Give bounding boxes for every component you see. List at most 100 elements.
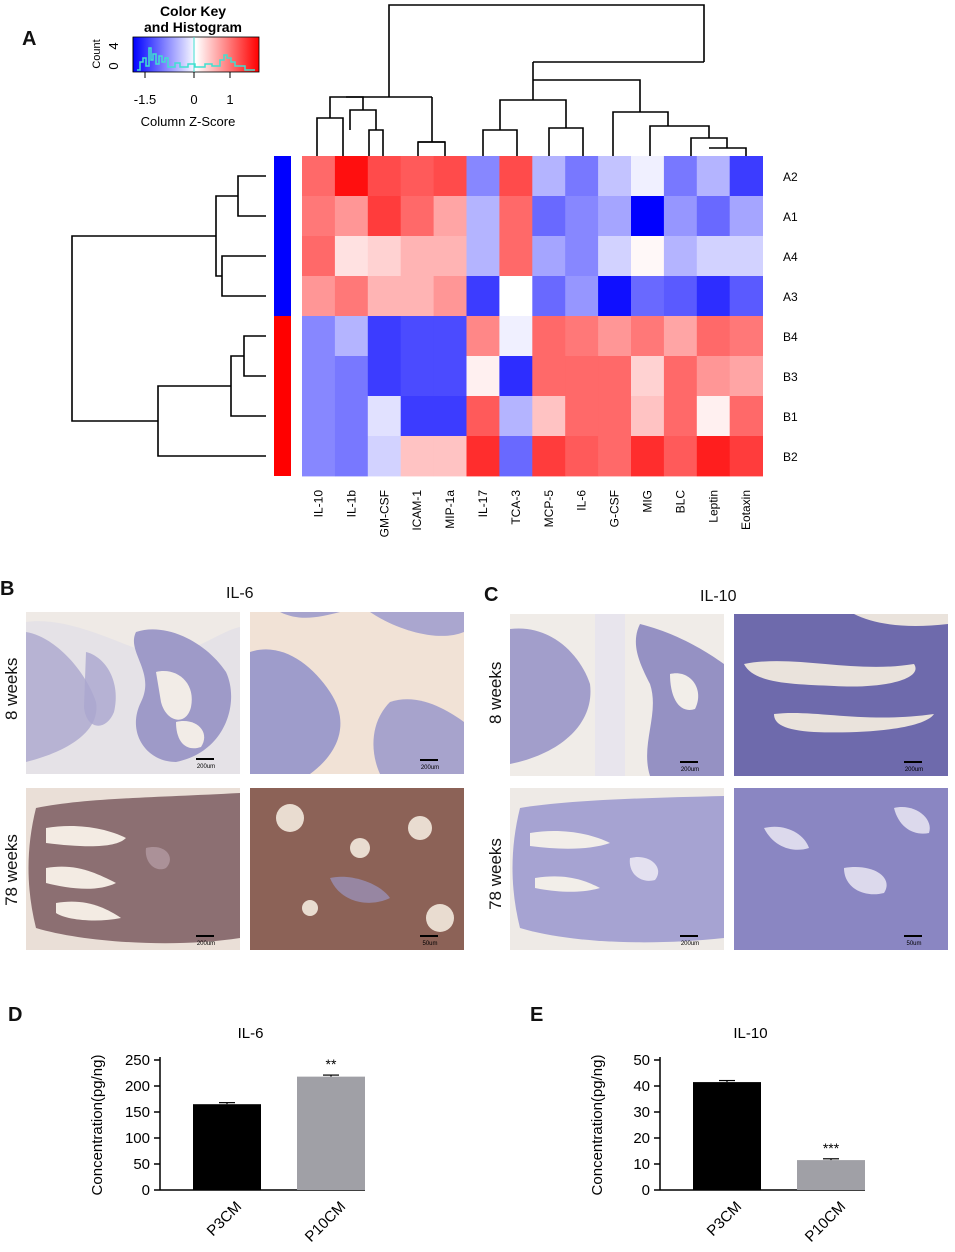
micrograph-il10-8wk-low: 200um bbox=[510, 614, 724, 776]
color-key-histogram bbox=[137, 47, 255, 71]
heatmap-cell bbox=[466, 276, 500, 317]
heatmap-cell bbox=[400, 316, 434, 357]
heatmap-cell bbox=[598, 396, 632, 437]
x-tick-label: P3CM bbox=[704, 1198, 745, 1239]
micrograph-il10-78wk-high: 50um bbox=[734, 788, 948, 950]
heatmap-cell bbox=[499, 236, 533, 277]
heatmap-cell bbox=[433, 436, 467, 477]
heatmap-cell bbox=[631, 436, 665, 477]
heatmap-cell bbox=[663, 196, 698, 237]
heatmap-cell bbox=[598, 356, 632, 397]
scale-label: 200um bbox=[681, 767, 699, 773]
row-dendrogram bbox=[71, 175, 266, 457]
heatmap-column-label: MIG bbox=[640, 490, 654, 513]
row-label-8-weeks: 8 weeks bbox=[2, 657, 21, 720]
heatmap-cell bbox=[302, 436, 336, 477]
heatmap-column-label: IL-17 bbox=[476, 490, 490, 518]
heatmap-cell bbox=[367, 356, 402, 397]
heatmap-cell bbox=[367, 396, 402, 437]
row-group-segment bbox=[274, 156, 291, 316]
heatmap-cell bbox=[729, 276, 763, 317]
heatmap-cell bbox=[433, 196, 467, 237]
x-tick-label: P10CM bbox=[802, 1198, 849, 1245]
heatmap-cell bbox=[696, 396, 731, 437]
x-tick-label: P10CM bbox=[302, 1198, 349, 1245]
heatmap-cell bbox=[663, 356, 698, 397]
heatmap-cell bbox=[729, 396, 763, 437]
y-tick-label: 10 bbox=[633, 1156, 650, 1173]
heatmap-cell bbox=[532, 196, 566, 237]
row-label-8-weeks: 8 weeks bbox=[486, 661, 505, 724]
scale-label: 200um bbox=[905, 767, 923, 773]
y-tick-label: 0 bbox=[142, 1182, 150, 1199]
panel-label-d: D bbox=[8, 1004, 23, 1026]
heatmap-cell bbox=[334, 356, 369, 397]
color-key-ytick: 4 bbox=[106, 42, 121, 49]
heatmap-cell bbox=[367, 236, 402, 277]
heatmap-cell bbox=[532, 156, 566, 197]
heatmap-cell bbox=[532, 276, 566, 317]
heatmap-cell bbox=[367, 316, 402, 357]
significance-label: *** bbox=[823, 1140, 840, 1156]
y-axis-label: Concentration(pg/ng) bbox=[89, 1055, 106, 1196]
x-tick-label: P3CM bbox=[204, 1198, 245, 1239]
heatmap-cell bbox=[631, 236, 665, 277]
heatmap-cell bbox=[433, 356, 467, 397]
heatmap-cell bbox=[729, 196, 763, 237]
heatmap-cell bbox=[532, 436, 566, 477]
color-key-xtick: -1.5 bbox=[134, 92, 156, 107]
heatmap-cell bbox=[696, 276, 731, 317]
heatmap-column-label: BLC bbox=[673, 490, 687, 514]
heatmap-cell bbox=[631, 276, 665, 317]
y-tick-label: 40 bbox=[633, 1078, 650, 1095]
heatmap-cell bbox=[433, 276, 467, 317]
color-key: Color Key and Histogram Count 0 4 -1.5 0… bbox=[91, 3, 260, 129]
significance-label: ** bbox=[326, 1056, 337, 1072]
heatmap-cell bbox=[499, 196, 533, 237]
heatmap-cell bbox=[499, 356, 533, 397]
y-tick-label: 50 bbox=[633, 1052, 650, 1069]
heatmap-cell bbox=[302, 236, 336, 277]
heatmap-row-label: A1 bbox=[783, 210, 798, 224]
heatmap-column-label: IL-6 bbox=[575, 490, 589, 511]
row-label-78-weeks: 78 weeks bbox=[2, 834, 21, 906]
micrograph-il6-8wk-low: 200um bbox=[26, 612, 240, 774]
heatmap-column-label: IL-1b bbox=[344, 490, 358, 518]
heatmap-cell bbox=[631, 396, 665, 437]
heatmap-cell bbox=[499, 276, 533, 317]
heatmap-cell bbox=[334, 156, 369, 197]
heatmap-cell bbox=[696, 356, 731, 397]
heatmap-row-label: B2 bbox=[783, 450, 798, 464]
color-key-title-1: Color Key bbox=[160, 3, 226, 19]
bar-chart-il10: IL-10 Concentration(pg/ng) 0 10 20 30 40 50 P3CM… bbox=[589, 1025, 865, 1246]
row-label-78-weeks: 78 weeks bbox=[486, 838, 505, 910]
heatmap-cell bbox=[302, 396, 336, 437]
heatmap-cell bbox=[565, 316, 599, 357]
color-key-ytick: 0 bbox=[106, 62, 121, 69]
heatmap-cell bbox=[433, 156, 467, 197]
chart-title: IL-6 bbox=[238, 1025, 264, 1042]
y-tick-label: 50 bbox=[133, 1156, 150, 1173]
heatmap-cell bbox=[302, 316, 336, 357]
y-tick-label: 100 bbox=[125, 1130, 150, 1147]
heatmap-cell bbox=[466, 156, 500, 197]
heatmap-cell bbox=[696, 236, 731, 277]
heatmap-cell bbox=[400, 276, 434, 317]
heatmap-column-label: TCA-3 bbox=[509, 490, 523, 525]
heatmap-cell bbox=[334, 276, 369, 317]
scale-label: 200um bbox=[197, 941, 215, 947]
y-tick-label: 150 bbox=[125, 1104, 150, 1121]
heatmap-cell bbox=[302, 196, 336, 237]
heatmap-cell bbox=[663, 236, 698, 277]
y-tick-label: 200 bbox=[125, 1078, 150, 1095]
heatmap-cell bbox=[367, 436, 402, 477]
heatmap-cell bbox=[598, 156, 632, 197]
heatmap-row-label: A4 bbox=[783, 250, 798, 264]
y-tick-label: 250 bbox=[125, 1052, 150, 1069]
heatmap-cell bbox=[565, 436, 599, 477]
heatmap-cell bbox=[696, 316, 731, 357]
heatmap-cell bbox=[499, 156, 533, 197]
scale-label: 200um bbox=[421, 765, 439, 771]
heatmap-cell bbox=[663, 436, 698, 477]
heatmap-cell bbox=[466, 436, 500, 477]
